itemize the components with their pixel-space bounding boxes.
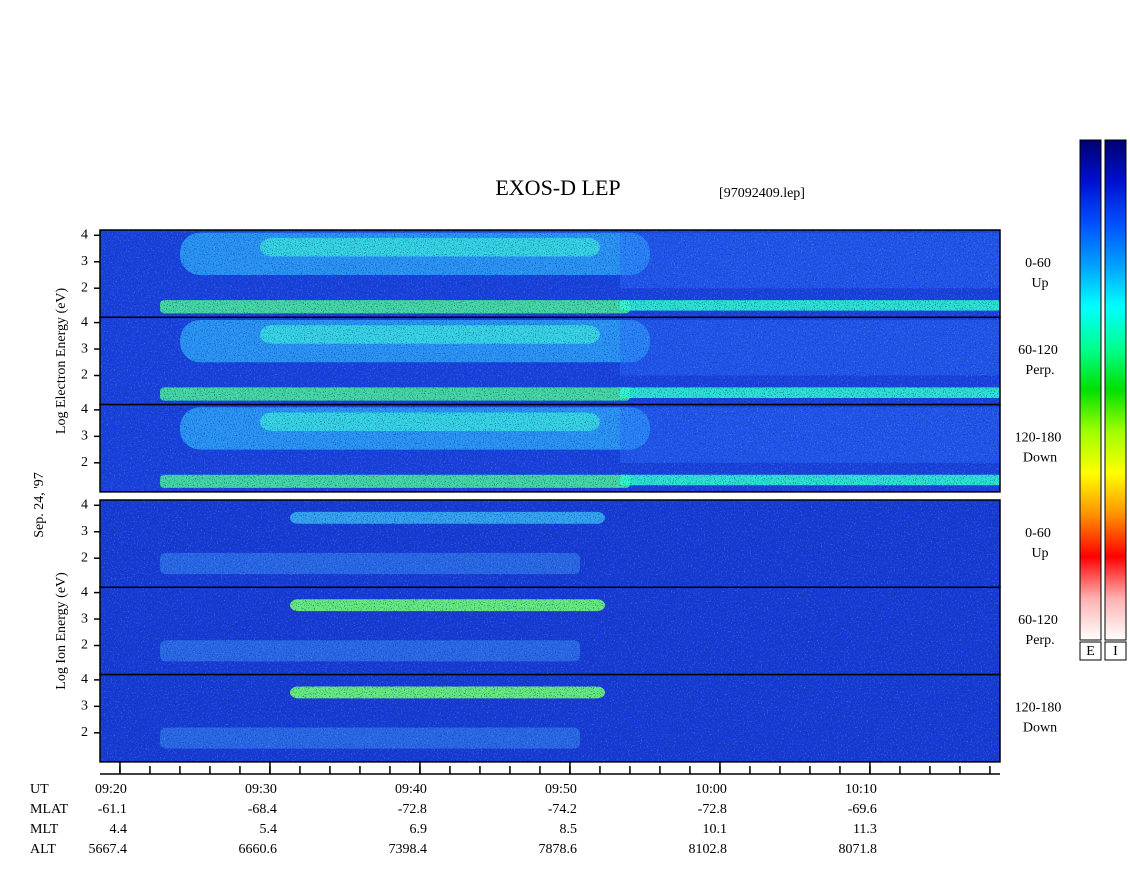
orbit-value: 8071.8 [838, 842, 877, 857]
orbit-value: 10.1 [702, 822, 727, 837]
y-tick-label: 3 [81, 699, 88, 714]
y-tick-label: 2 [81, 638, 88, 653]
speckle [100, 587, 1000, 675]
orbit-value: 8.5 [559, 822, 577, 837]
y-tick-label: 4 [81, 498, 88, 513]
y-tick-label: 2 [81, 455, 88, 470]
panel-label: 60-120 [1018, 613, 1058, 628]
orbit-value: 7878.6 [538, 842, 577, 857]
x-tick-label: 10:00 [695, 782, 727, 797]
x-axis-label: UT [30, 782, 49, 797]
y-tick-label: 4 [81, 585, 88, 600]
panel-label: 0-60 [1025, 526, 1051, 541]
panel-sublabel: Down [1023, 450, 1057, 465]
orbit-value: 4.4 [109, 822, 127, 837]
orbit-value: 5.4 [259, 822, 277, 837]
panel-sublabel: Down [1023, 720, 1057, 735]
panel-label: 120-180 [1015, 430, 1062, 445]
y-tick-label: 2 [81, 550, 88, 565]
orbit-value: 7398.4 [388, 842, 427, 857]
orbit-value: -74.2 [548, 802, 577, 817]
y-tick-label: 2 [81, 368, 88, 383]
x-tick-label: 09:20 [95, 782, 127, 797]
orbit-value: -68.4 [248, 802, 277, 817]
panel-label: 60-120 [1018, 343, 1058, 358]
panel-frame [99, 403, 1001, 493]
x-tick-label: 09:50 [545, 782, 577, 797]
file-label: [97092409.lep] [719, 186, 805, 201]
y-tick-label: 3 [81, 429, 88, 444]
orbit-value: 11.3 [853, 822, 877, 837]
orbit-value: 6.9 [409, 822, 427, 837]
orbit-value: 6660.6 [238, 842, 277, 857]
speckle [100, 500, 1000, 588]
orbit-value: -69.6 [848, 802, 877, 817]
orbit-row-label: ALT [30, 842, 56, 857]
y-tick-label: 4 [81, 315, 88, 330]
panel-sublabel: Up [1031, 276, 1048, 291]
orbit-value: -72.8 [398, 802, 427, 817]
speckle [100, 317, 1000, 405]
y-tick-label: 2 [81, 725, 88, 740]
colorbar-label: E [1086, 644, 1095, 659]
orbit-row-label: MLAT [30, 802, 69, 817]
speckle [100, 674, 1000, 762]
y-tick-label: 4 [81, 672, 88, 687]
x-tick-label: 09:40 [395, 782, 427, 797]
x-tick-label: 09:30 [245, 782, 277, 797]
panel-frame [99, 673, 1001, 763]
y-tick-label: 3 [81, 524, 88, 539]
orbit-value: 8102.8 [688, 842, 727, 857]
panel-label: 120-180 [1015, 700, 1062, 715]
y-tick-label: 4 [81, 402, 88, 417]
colorbar-label: I [1113, 644, 1118, 659]
panel-sublabel: Perp. [1025, 363, 1054, 378]
colorbar-label-box [1079, 641, 1102, 661]
panel-sublabel: Perp. [1025, 633, 1054, 648]
orbit-row-label: MLT [30, 822, 59, 837]
y-tick-label: 4 [81, 228, 88, 243]
panel-sublabel: Up [1031, 546, 1048, 561]
y-axis-label: Log Electron Energy (eV) [54, 287, 69, 434]
panel-label: 0-60 [1025, 256, 1051, 271]
y-axis-label: Log Ion Energy (eV) [54, 572, 69, 690]
date-label: Sep. 24, '97 [32, 472, 47, 538]
orbit-value: 5667.4 [88, 842, 127, 857]
y-tick-label: 2 [81, 280, 88, 295]
orbit-value: -61.1 [98, 802, 127, 817]
speckle [100, 404, 1000, 492]
x-tick-label: 10:10 [845, 782, 877, 797]
speckle [100, 230, 1000, 318]
colorbar [1079, 139, 1102, 641]
y-tick-label: 3 [81, 341, 88, 356]
colorbar [1104, 139, 1127, 641]
colorbar-label-box [1104, 641, 1127, 661]
chart-title: EXOS-D LEP [495, 175, 620, 200]
orbit-value: -72.8 [698, 802, 727, 817]
y-tick-label: 3 [81, 611, 88, 626]
y-tick-label: 3 [81, 254, 88, 269]
